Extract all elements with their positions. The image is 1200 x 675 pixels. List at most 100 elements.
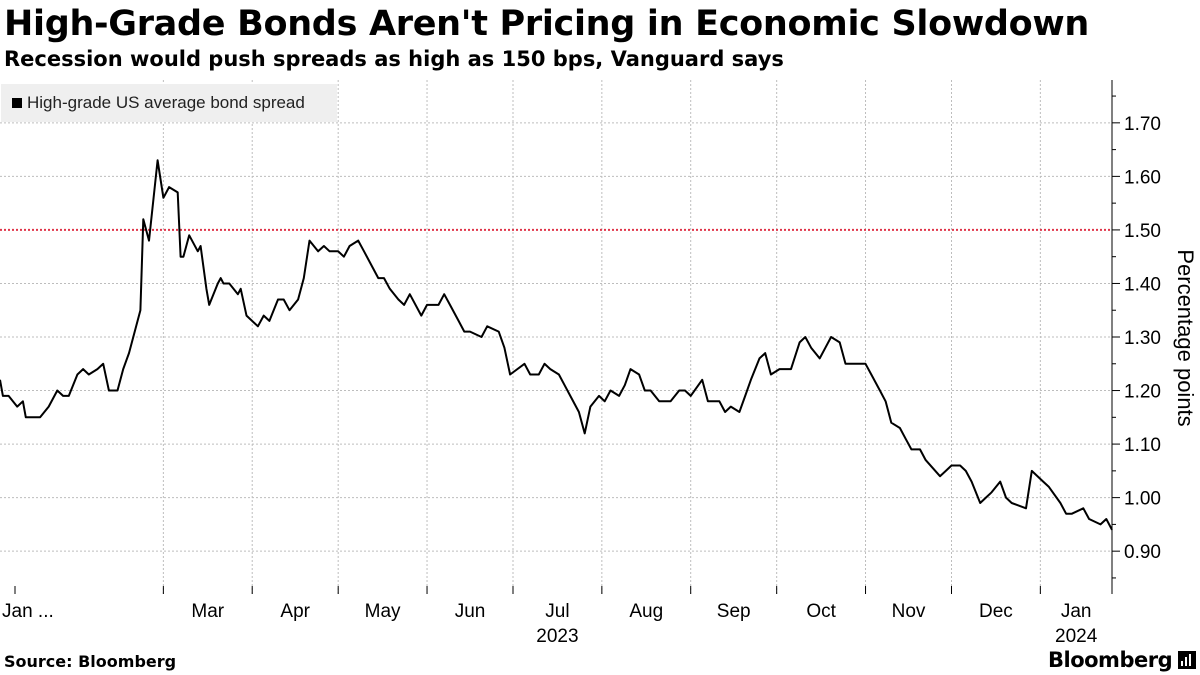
y-tick-label: 0.90 [1124,542,1161,563]
data-point [509,373,511,375]
data-point [678,389,680,391]
data-point [240,288,242,290]
data-point [426,304,428,306]
data-point [598,395,600,397]
data-point [558,373,560,375]
y-tick-label: 1.20 [1124,382,1161,403]
data-point [879,389,881,391]
data-point [369,261,371,263]
data-point [389,288,391,290]
data-point [1105,518,1107,520]
data-point [629,368,631,370]
data-point [738,411,740,413]
data-point [139,309,141,311]
data-point [263,314,265,316]
x-tick-label: Nov [892,601,926,622]
data-point [228,282,230,284]
legend-label: High-grade US average bond spread [27,93,305,112]
data-point [1042,480,1044,482]
data-point [22,400,24,402]
data-point [68,395,70,397]
data-point [1088,518,1090,520]
data-point [1031,470,1033,472]
data-point [1011,502,1013,504]
data-point [990,491,992,493]
data-point [480,336,482,338]
data-point [584,432,586,434]
x-tick-label: Jan [1061,601,1092,622]
data-point [177,191,179,193]
data-point [1111,529,1113,531]
data-point [16,405,18,407]
source-note: Source: Bloomberg [4,652,177,671]
data-point [804,336,806,338]
legend-swatch [12,98,22,108]
data-point [205,288,207,290]
data-point [965,470,967,472]
data-point [798,341,800,343]
chart-title: High-Grade Bonds Aren't Pricing in Econo… [4,4,1090,44]
data-point [945,470,947,472]
data-point [7,395,9,397]
x-tick-label: May [365,601,401,622]
data-point [904,438,906,440]
data-point [102,363,104,365]
data-point [179,256,181,258]
x-year-label: 2024 [1055,626,1098,647]
data-point [1025,507,1027,509]
data-point [56,389,58,391]
data-point [62,395,64,397]
data-point [437,304,439,306]
data-point [297,298,299,300]
data-point [979,502,981,504]
data-point [644,389,646,391]
data-point [1082,507,1084,509]
data-point [148,239,150,241]
data-point [824,347,826,349]
data-point [707,400,709,402]
data-point [690,395,692,397]
data-point [268,320,270,322]
data-point [985,496,987,498]
data-point [850,363,852,365]
data-point [122,368,124,370]
data-point [925,459,927,461]
data-point [457,320,459,322]
data-point [463,330,465,332]
data-point [569,395,571,397]
data-point [208,304,210,306]
data-point [1071,513,1073,515]
series-line [0,159,1113,531]
data-point [649,389,651,391]
data-point [383,277,385,279]
data-point [523,363,525,365]
data-point [283,298,285,300]
data-point [609,389,611,391]
data-point [443,293,445,295]
x-tick-label: Dec [979,601,1013,622]
data-point [658,400,660,402]
data-point [784,368,786,370]
data-point [750,379,752,381]
data-point [222,282,224,284]
data-point [1099,523,1101,525]
data-point [578,411,580,413]
data-point [1059,502,1061,504]
data-point [162,197,164,199]
data-point [188,234,190,236]
data-point [764,352,766,354]
y-tick-label: 1.60 [1124,167,1161,188]
x-tick-label: Apr [280,601,310,622]
x-tick-label: Mar [191,601,224,622]
x-tick-label: Jun [455,601,486,622]
data-point [730,405,732,407]
data-point [1065,513,1067,515]
data-point [810,347,812,349]
data-point [503,347,505,349]
data-point [859,363,861,365]
data-point [543,363,545,365]
data-point [1048,486,1050,488]
data-point [790,368,792,370]
data-point [343,256,345,258]
